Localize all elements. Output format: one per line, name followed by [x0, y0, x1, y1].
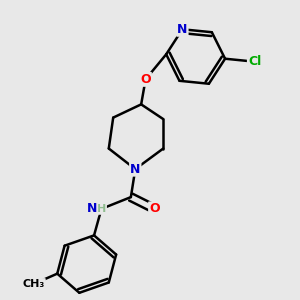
Text: O: O — [140, 73, 151, 86]
Text: N: N — [130, 163, 140, 176]
Text: Cl: Cl — [248, 55, 261, 68]
Text: O: O — [149, 202, 160, 215]
Text: N: N — [87, 202, 97, 215]
Text: H: H — [97, 204, 106, 214]
Text: CH₃: CH₃ — [22, 279, 45, 289]
Text: N: N — [177, 23, 188, 36]
